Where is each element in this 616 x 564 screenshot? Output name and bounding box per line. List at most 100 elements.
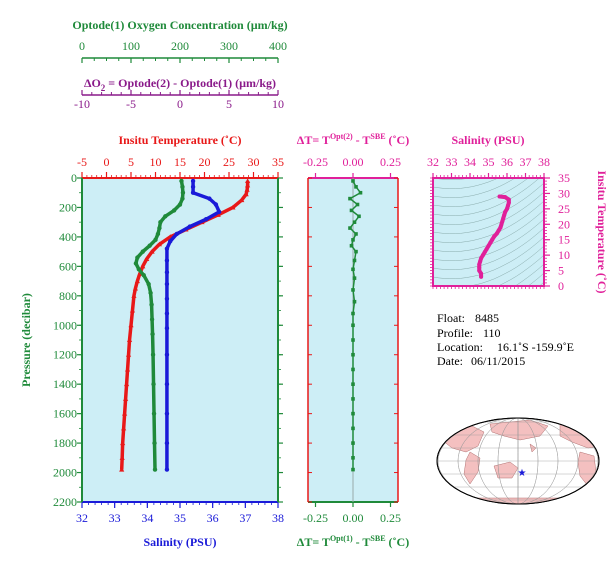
delta-t-bottom-axis-label: ΔT= TOpt(1) - TSBE (˚C) xyxy=(297,534,409,549)
ts-density-contour xyxy=(433,200,544,243)
ts-point xyxy=(490,237,495,242)
ts-salinity-tick-label: 34 xyxy=(464,155,476,169)
salinity-profile-line xyxy=(165,180,221,470)
temperature-tick-label: 30 xyxy=(248,155,260,169)
temperature-point xyxy=(123,396,129,401)
delta-t-point xyxy=(349,243,354,248)
oxygen-point xyxy=(150,352,156,357)
main-panel-background xyxy=(82,178,278,502)
oxygen-axis: Optode(1) Oxygen Concentration (µm/kg) 0… xyxy=(72,18,288,63)
delta-o2-axis: ΔO2 = Optode(2) - Optode(1) (µm/kg) -10-… xyxy=(74,76,284,111)
salinity-tick-label: 38 xyxy=(272,511,284,525)
oxygen-tick-label: 100 xyxy=(122,39,140,53)
delta-t-point xyxy=(351,238,355,242)
oxygen-point xyxy=(141,273,146,278)
oxygen-point xyxy=(136,267,142,272)
ts-point xyxy=(503,195,508,200)
pressure-tick-label: 200 xyxy=(59,200,77,214)
oxygen-axis-label: Optode(1) Oxygen Concentration (µm/kg) xyxy=(72,18,287,32)
temperature-point xyxy=(243,191,249,197)
salinity-tick-label: 35 xyxy=(174,511,186,525)
delta-t-point xyxy=(351,441,355,445)
pressure-axis-label: Pressure (decibar) xyxy=(19,293,33,387)
oxygen-point xyxy=(180,184,185,190)
ts-point xyxy=(498,225,503,230)
temperature-tick-label: 15 xyxy=(174,155,186,169)
delta-t-point xyxy=(352,276,357,280)
delta-t-point xyxy=(354,249,358,254)
temperature-point xyxy=(131,293,137,298)
oxygen-tick-label: 0 xyxy=(79,39,85,53)
landmass-south-america xyxy=(463,451,481,485)
salinity-point xyxy=(190,178,196,184)
delta-t-point xyxy=(348,196,352,201)
temperature-tick-label: 25 xyxy=(223,155,235,169)
temperature-point xyxy=(119,455,125,460)
temperature-point xyxy=(121,425,127,431)
temperature-point xyxy=(124,366,131,372)
delta-o2-axis-label: ΔO2 = Optode(2) - Optode(1) (µm/kg) xyxy=(84,76,276,93)
ts-point xyxy=(496,228,501,233)
pressure-tick-label: 2200 xyxy=(53,495,77,509)
ts-temperature-tick-label: 5 xyxy=(558,264,564,278)
temperature-point xyxy=(156,241,163,247)
temperature-point xyxy=(134,278,140,284)
delta-t-point xyxy=(351,382,355,386)
map-graticule xyxy=(437,418,599,504)
ts-point xyxy=(506,197,511,202)
delta-t-point xyxy=(358,190,363,195)
delta-t-panel-ticks: -0.25 -0.25 0.00 0.00 0.25 0.25 xyxy=(303,155,401,525)
profile-number: Profile: 110 xyxy=(437,326,501,340)
oxygen-point xyxy=(146,281,151,287)
delta-t-point xyxy=(351,467,355,472)
ts-density-contour xyxy=(433,245,544,286)
delta-t-point xyxy=(351,323,355,328)
ts-density-contour xyxy=(433,178,516,198)
delta-t-point xyxy=(351,288,355,292)
ts-point xyxy=(494,231,499,236)
ts-point xyxy=(479,271,484,276)
main-profile-panel: Insitu Temperature (˚C) -5 0 5 10 15 20 25 30 35… xyxy=(19,133,284,549)
temperature-tick-label: 10 xyxy=(150,155,162,169)
salinity-point xyxy=(164,246,170,251)
oxygen-point xyxy=(180,190,186,195)
salinity-point xyxy=(190,184,196,190)
oxygen-point xyxy=(147,243,152,248)
ts-temperature-tick-label: 10 xyxy=(558,248,570,262)
delta-t-top-tick-label: 0.00 xyxy=(343,155,364,169)
oxygen-point xyxy=(153,237,158,243)
ts-density-contour xyxy=(497,254,544,286)
delta-o2-tick-label: 5 xyxy=(226,97,232,111)
ts-point xyxy=(477,265,482,270)
oxygen-point xyxy=(177,202,183,207)
salinity-point xyxy=(164,440,170,446)
date: Date: 06/11/2015 xyxy=(437,354,525,368)
temperature-point xyxy=(122,411,128,416)
oxygen-point xyxy=(179,178,184,184)
delta-t-point xyxy=(348,226,352,230)
ts-temperature-tick-label: 30 xyxy=(558,186,570,200)
temperature-point xyxy=(120,440,126,446)
oxygen-point xyxy=(158,219,163,225)
pressure-tick-label: 1000 xyxy=(53,318,77,332)
temperature-tick-label: 5 xyxy=(128,155,134,169)
delta-t-point xyxy=(352,258,357,263)
ts-density-contour xyxy=(514,263,544,286)
ts-point xyxy=(482,250,487,255)
oxygen-tick-label: 200 xyxy=(171,39,189,53)
salinity-axis-label: Salinity (PSU) xyxy=(143,535,216,549)
delta-o2-tick-label: -5 xyxy=(126,97,136,111)
temperature-axis-label: Insitu Temperature (˚C) xyxy=(118,133,241,147)
oxygen-point xyxy=(180,196,185,201)
map-meridian xyxy=(517,418,519,504)
pressure-tick-label: 0 xyxy=(71,171,77,185)
ts-temperature-tick-label: 0 xyxy=(558,279,564,293)
temperature-point xyxy=(215,212,221,217)
ts-salinity-tick-label: 37 xyxy=(520,155,532,169)
ts-panel-background xyxy=(433,178,544,286)
delta-t-point xyxy=(355,202,360,207)
oxygen-point xyxy=(140,249,145,254)
pressure-tick-label: 2000 xyxy=(53,466,77,480)
delta-t-bottom-tick-label: 0.00 xyxy=(343,511,364,525)
